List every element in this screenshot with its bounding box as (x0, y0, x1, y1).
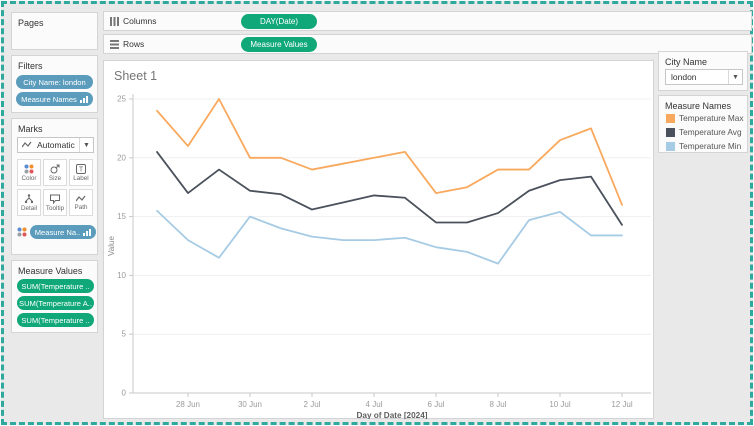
rows-pill-label: Measure Values (250, 39, 308, 49)
tooltip-button[interactable]: Tooltip (43, 189, 67, 216)
legend-item-label: Temperature Avg (679, 127, 742, 137)
sort-bars-icon (83, 228, 92, 236)
marks-card: Marks Automatic ▼ Color Size T Label (11, 118, 98, 255)
x-tick-label: 30 Jun (238, 400, 262, 409)
y-tick-label: 0 (122, 389, 127, 398)
legend-swatch (666, 113, 675, 123)
rows-pill-measure-values[interactable]: Measure Values (241, 36, 317, 52)
measure-values-title: Measure Values (18, 266, 83, 276)
rows-icon (110, 39, 119, 49)
path-icon (76, 195, 86, 203)
series-line-temperature-avg[interactable] (156, 151, 623, 226)
measure-value-pill[interactable]: SUM(Temperature .. (17, 279, 94, 293)
chevron-down-icon: ▼ (79, 138, 93, 152)
y-tick-label: 10 (117, 271, 126, 280)
measure-value-pill-label: SUM(Temperature .. (21, 315, 90, 325)
detail-button[interactable]: Detail (17, 189, 41, 216)
path-button[interactable]: Path (69, 189, 93, 216)
rows-shelf[interactable]: Rows Measure Values (103, 34, 752, 54)
x-tick-label: 8 Jul (490, 400, 507, 409)
sheet-title: Sheet 1 (114, 69, 158, 83)
city-filter-title: City Name (665, 57, 708, 67)
size-button[interactable]: Size (43, 159, 67, 186)
measure-value-pill-label: SUM(Temperature .. (21, 281, 90, 291)
columns-pill-label: DAY(Date) (259, 16, 299, 26)
x-tick-label: 4 Jul (366, 400, 383, 409)
mark-type-value: Automatic (37, 140, 75, 150)
measure-value-pill[interactable]: SUM(Temperature A.. (17, 296, 94, 310)
y-axis-title: Value (107, 236, 116, 256)
filter-pill-measure-names[interactable]: Measure Names (16, 92, 93, 106)
measure-names-legend: Measure Names Temperature Max Temperatur… (658, 95, 748, 153)
filter-pill-city-label: City Name: london (23, 77, 86, 87)
measure-values-card: Measure Values SUM(Temperature .. SUM(Te… (11, 260, 98, 333)
series-line-temperature-min[interactable] (156, 209, 623, 265)
city-filter-card: City Name london ▼ (658, 51, 748, 91)
size-icon (50, 164, 60, 174)
measure-value-pill[interactable]: SUM(Temperature .. (17, 313, 94, 327)
y-tick-label: 15 (117, 212, 126, 221)
filters-shelf: Filters City Name: london Measure Names (11, 55, 98, 113)
y-tick-label: 5 (122, 330, 127, 339)
columns-shelf[interactable]: Columns DAY(Date) (103, 11, 752, 31)
legend-item-temperature-max[interactable]: Temperature Max (659, 111, 747, 125)
legend-item-temperature-min[interactable]: Temperature Min (659, 139, 747, 153)
marks-title: Marks (18, 124, 43, 134)
color-dots-icon (17, 227, 27, 237)
columns-pill-day-date[interactable]: DAY(Date) (241, 13, 317, 29)
color-dots-icon (24, 164, 34, 174)
columns-icon (110, 16, 119, 26)
legend-swatch (666, 127, 675, 137)
line-mark-icon (18, 141, 32, 149)
filters-title: Filters (18, 61, 43, 71)
y-tick-label: 25 (117, 95, 126, 104)
x-tick-label: 10 Jul (549, 400, 571, 409)
svg-text:T: T (79, 166, 84, 173)
size-button-label: Size (48, 174, 62, 182)
filter-pill-measure-label: Measure Names (21, 94, 77, 104)
color-button-label: Color (21, 174, 37, 182)
chevron-down-icon: ▼ (728, 70, 742, 84)
label-button-label: Label (73, 174, 89, 182)
measure-value-pill-label: SUM(Temperature A.. (19, 298, 93, 308)
rows-label: Rows (123, 39, 145, 49)
path-button-label: Path (74, 203, 88, 211)
city-filter-value: london (671, 72, 697, 82)
color-button[interactable]: Color (17, 159, 41, 186)
tooltip-button-label: Tooltip (45, 204, 65, 212)
x-tick-label: 28 Jun (176, 400, 200, 409)
line-chart[interactable]: Value Day of Date [2024] 0 5 10 15 20 25 28 Ju… (104, 90, 653, 419)
detail-icon (24, 193, 34, 204)
pages-title: Pages (18, 18, 44, 28)
x-tick-label: 6 Jul (428, 400, 445, 409)
filter-pill-city-name[interactable]: City Name: london (16, 75, 93, 89)
x-axis-title: Day of Date [2024] (357, 411, 428, 419)
label-icon: T (76, 163, 86, 174)
columns-label: Columns (123, 16, 157, 26)
tooltip-icon (50, 194, 60, 204)
legend-item-label: Temperature Min (679, 141, 742, 151)
label-button[interactable]: T Label (69, 159, 93, 186)
mark-type-dropdown[interactable]: Automatic ▼ (17, 137, 94, 153)
city-filter-dropdown[interactable]: london ▼ (665, 69, 743, 85)
legend-item-temperature-avg[interactable]: Temperature Avg (659, 125, 747, 139)
legend-swatch (666, 141, 675, 151)
marks-measure-names-pill[interactable]: Measure Na.. (30, 225, 96, 239)
marks-pill-label: Measure Na.. (34, 227, 81, 237)
pages-shelf[interactable]: Pages (11, 12, 98, 50)
detail-button-label: Detail (20, 204, 38, 212)
series-line-temperature-max[interactable] (156, 98, 623, 206)
legend-item-label: Temperature Max (679, 113, 744, 123)
sort-bars-icon (79, 95, 88, 103)
worksheet-view: Sheet 1 Value Day of Date [2024] 0 5 10 15 2… (103, 60, 654, 419)
legend-title: Measure Names (665, 101, 732, 111)
y-tick-label: 20 (117, 153, 126, 162)
x-tick-label: 12 Jul (611, 400, 633, 409)
x-tick-label: 2 Jul (304, 400, 321, 409)
